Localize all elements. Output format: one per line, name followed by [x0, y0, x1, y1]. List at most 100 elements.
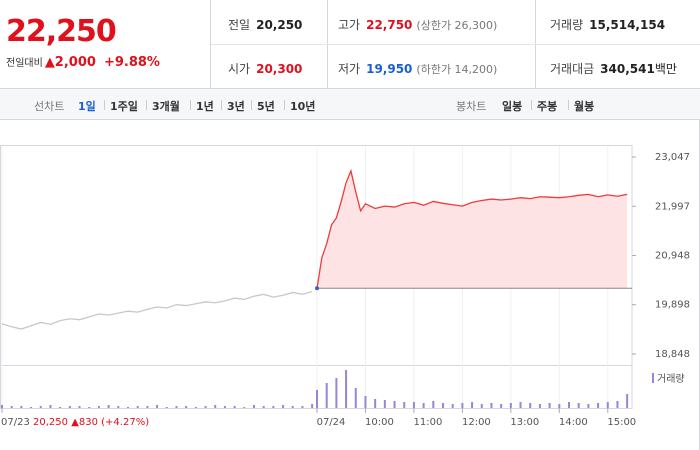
stat-label: 전일 — [228, 18, 251, 32]
volume-bar — [39, 406, 42, 408]
price-line — [316, 168, 628, 289]
volume-bar — [282, 405, 285, 408]
volume-bar — [442, 403, 444, 408]
volume-bar — [538, 404, 541, 408]
tab[interactable]: 월봉 — [574, 100, 595, 113]
volume-bar — [127, 407, 129, 408]
volume-bar — [568, 402, 570, 408]
tab[interactable]: 1주일 — [110, 100, 138, 113]
volume-bar — [364, 396, 367, 408]
price-change: 전일대비 ▲2,000 +9.88% — [6, 54, 160, 70]
tab[interactable]: 주봉 — [537, 100, 558, 113]
tab-separator — [104, 100, 105, 110]
price-area — [317, 170, 628, 289]
volume-bar — [597, 403, 600, 408]
volume-bar — [509, 403, 512, 408]
stat-unit: 백만 — [654, 62, 677, 76]
volume-bar — [175, 406, 178, 408]
stat-value: 15,514,154 — [589, 18, 666, 32]
volume-bar — [136, 406, 139, 408]
x-tick-label: 15:00 — [607, 417, 636, 428]
volume-bar — [59, 407, 62, 408]
volume-bar — [262, 406, 265, 408]
stat: 고가 22,750 (상한가 26,300) — [338, 16, 497, 33]
divider — [210, 0, 211, 88]
tab[interactable]: 3년 — [227, 100, 245, 113]
volume-bar — [68, 406, 71, 408]
tab-separator — [251, 100, 252, 110]
volume-bar — [88, 407, 91, 408]
tab-group-label: 선차트 — [34, 100, 65, 113]
stat: 저가 19,950 (하한가 14,200) — [338, 60, 497, 77]
tab[interactable]: 1년 — [196, 100, 214, 113]
volume-bar — [272, 406, 275, 408]
x-tick-label: 07/24 — [317, 417, 346, 428]
change-amount: ▲2,000 — [44, 55, 96, 70]
stat: 전일 20,250 — [228, 16, 302, 33]
tab[interactable]: 1일 — [78, 100, 96, 113]
volume-bar — [558, 404, 561, 408]
volume-bar — [451, 404, 454, 408]
y-tick-label: 19,898 — [655, 300, 690, 311]
volume-bar — [20, 406, 23, 408]
volume-bar — [587, 404, 590, 408]
y-tick-label: 18,848 — [655, 349, 690, 360]
volume-bar — [165, 407, 168, 408]
x-tick-label: 13:00 — [510, 417, 539, 428]
volume-bar — [577, 403, 580, 408]
tab[interactable]: 5년 — [257, 100, 275, 113]
volume-bar — [393, 401, 396, 408]
stat-value: 22,750 — [366, 18, 413, 32]
tab[interactable]: 3개월 — [152, 100, 180, 113]
tab[interactable]: 10년 — [290, 100, 316, 113]
change-label: 전일대비 — [6, 58, 43, 69]
volume-bar — [471, 402, 474, 408]
hover-readout: 20,250 ▲830 (+4.27%) — [33, 417, 149, 428]
volume-bar — [291, 406, 294, 408]
volume-bar — [519, 402, 522, 408]
volume-bar — [30, 407, 33, 408]
volume-bar — [325, 383, 328, 408]
x-tick-label: 14:00 — [559, 417, 588, 428]
tab-separator — [190, 100, 191, 110]
x-tick-label: 12:00 — [462, 417, 491, 428]
volume-bar — [422, 403, 425, 408]
volume-bar — [10, 406, 13, 408]
volume-bar — [383, 400, 386, 408]
volume-bar — [374, 399, 377, 408]
volume-bar — [432, 401, 435, 408]
volume-bar — [204, 406, 207, 408]
stat-value: 20,300 — [256, 62, 303, 76]
volume-bar — [243, 407, 246, 408]
tab[interactable]: 일봉 — [502, 100, 523, 113]
stat-note: (상한가 26,300) — [416, 19, 498, 32]
tab-separator — [568, 100, 569, 110]
volume-bar — [616, 401, 619, 408]
stat: 시가 20,300 — [228, 60, 302, 77]
stat-value: 340,541 — [600, 62, 655, 76]
chart-tabs: 선차트 봉차트 1일 1주일 3개월 1년 3년 5년 10년 일봉 주봉 월봉 — [0, 89, 700, 120]
volume-bar — [606, 402, 609, 408]
volume-bar — [156, 405, 159, 408]
volume-bar — [117, 406, 120, 408]
price-line — [1, 290, 313, 330]
volume-bar — [78, 406, 81, 408]
volume-bar — [480, 404, 483, 408]
x-tick-label: 10:00 — [365, 417, 394, 428]
stat-value: 20,250 — [256, 18, 303, 32]
stat: 거래대금 340,541백만 — [550, 60, 677, 77]
volume-bar — [49, 405, 52, 408]
volume-bar — [146, 406, 149, 408]
quote-header: 22,250 전일대비 ▲2,000 +9.88% 전일 20,250 고가 22,75… — [0, 0, 700, 89]
volume-bar — [97, 406, 100, 408]
x-tick-label: 11:00 — [414, 417, 443, 428]
y-tick-label: 21,997 — [655, 201, 690, 212]
stat-value: 19,950 — [366, 62, 413, 76]
hover-field: (+4.27%) — [101, 417, 149, 428]
tab-separator — [531, 100, 532, 110]
stat-label: 고가 — [338, 18, 361, 32]
volume-bar — [500, 404, 503, 408]
volume-bar — [301, 406, 304, 408]
volume-bar — [345, 370, 348, 408]
